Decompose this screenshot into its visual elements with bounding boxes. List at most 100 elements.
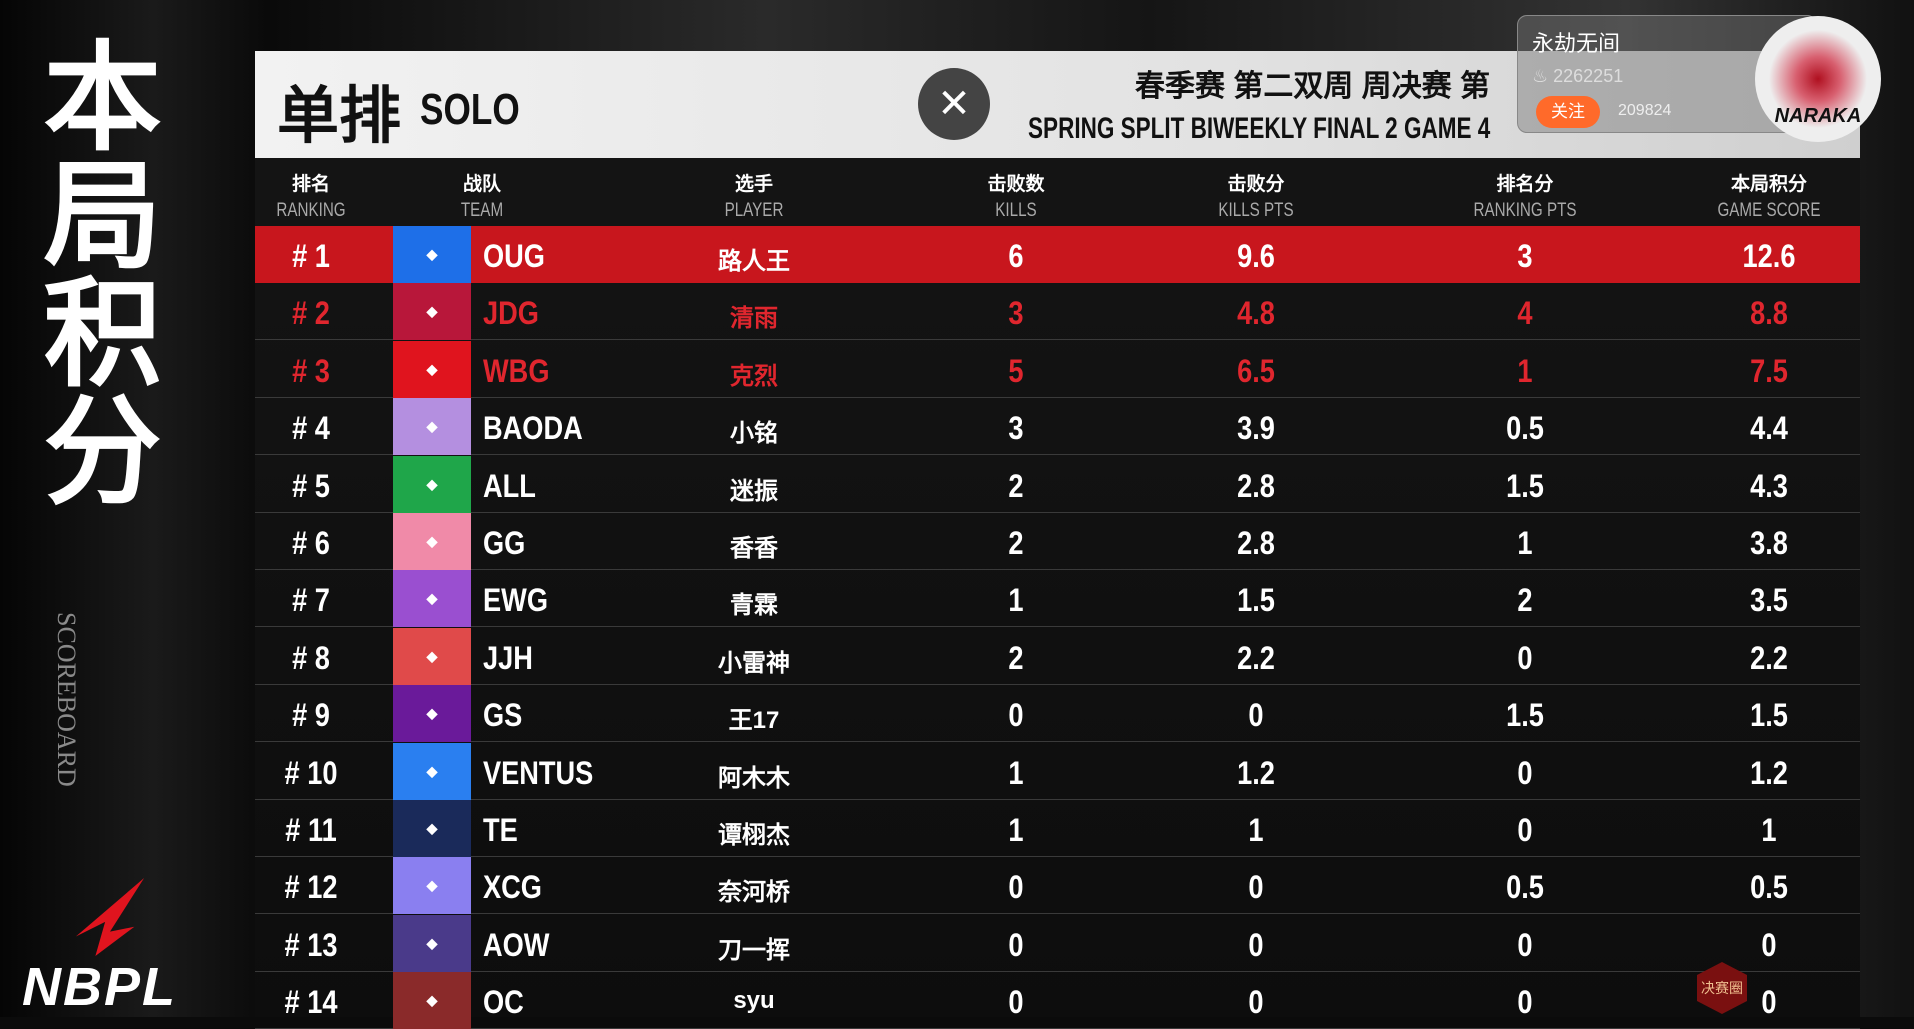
kills: 2	[1008, 525, 1024, 561]
sidebar-subtitle: SCOREBOARD	[52, 612, 81, 787]
player-name: 刀一挥	[718, 936, 790, 964]
column-headers: 排名 RANKING 战队 TEAM 选手 PLAYER 击败数 KILLS 击败分 KILLS …	[255, 169, 1860, 226]
kills: 3	[1008, 295, 1024, 332]
team-name: VENTUS	[483, 754, 594, 791]
table-row[interactable]: # 14 ◆ OC syu 0 0 0 0	[255, 972, 1860, 1029]
column-label-en: RANKING PTS	[1473, 200, 1577, 221]
team-logo-icon: ◆	[393, 627, 471, 685]
final-circle-badge[interactable]: 决赛圈	[1697, 962, 1747, 1014]
team-name: OUG	[483, 238, 545, 274]
column-label-en: KILLS	[995, 200, 1037, 221]
kills: 1	[1008, 754, 1024, 791]
kills: 6	[1008, 238, 1024, 274]
close-icon: ✕	[937, 82, 971, 126]
kills-pts: 2.2	[1237, 639, 1275, 676]
page-title-en: SOLO	[420, 85, 520, 134]
team-logo-icon: ◆	[393, 570, 471, 628]
team-name: BAODA	[483, 410, 583, 447]
table-row[interactable]: # 1 ◆ OUG 路人王 6 9.6 3 12.6	[255, 226, 1860, 283]
team-logo-icon: ◆	[393, 685, 471, 743]
column-header: 排名 RANKING	[268, 169, 355, 222]
ranking-pts: 0	[1517, 639, 1533, 676]
avatar[interactable]: NARAKA	[1755, 16, 1881, 142]
kills: 2	[1008, 639, 1024, 676]
team-name: JJH	[483, 639, 533, 676]
rank: # 14	[284, 984, 338, 1021]
ranking-pts: 0	[1517, 984, 1533, 1021]
table-row[interactable]: # 11 ◆ TE 谭栩杰 1 1 0 1	[255, 800, 1860, 857]
sidebar-title: 本局积分	[43, 33, 162, 519]
kills: 0	[1008, 697, 1024, 734]
team-name: OC	[483, 984, 524, 1021]
ranking-pts: 1	[1517, 525, 1533, 561]
table-row[interactable]: # 13 ◆ AOW 刀一挥 0 0 0 0	[255, 914, 1860, 972]
ranking-pts: 4	[1517, 295, 1533, 332]
game-score: 0.5	[1750, 869, 1788, 906]
column-label-en: GAME SCORE	[1717, 200, 1821, 221]
table-row[interactable]: # 12 ◆ XCG 奈河桥 0 0 0.5 0.5	[255, 857, 1860, 915]
column-label: 选手	[734, 174, 774, 195]
player-name: 小铭	[730, 420, 778, 448]
kills-pts: 3.9	[1237, 410, 1275, 447]
player-name: 清雨	[730, 305, 778, 333]
match-title-en: SPRING SPLIT BIWEEKLY FINAL 2 GAME 4	[1027, 112, 1490, 145]
ranking-pts: 1.5	[1506, 467, 1544, 504]
ranking-pts: 0.5	[1506, 869, 1544, 906]
column-label: 本局积分	[1730, 174, 1807, 195]
team-logo-icon: ◆	[393, 972, 471, 1029]
team-logo-icon: ◆	[393, 800, 471, 857]
brand-logo: NBPL	[22, 957, 177, 1017]
column-header: 排名分 RANKING PTS	[1461, 169, 1590, 222]
rank: # 2	[292, 295, 330, 332]
team-logo-icon: ◆	[393, 742, 471, 800]
kills: 3	[1008, 410, 1024, 447]
team-logo-icon: ◆	[393, 398, 471, 456]
table-row[interactable]: # 7 ◆ EWG 青霖 1 1.5 2 3.5	[255, 570, 1860, 628]
team-name: JDG	[483, 295, 539, 332]
team-logo-icon: ◆	[393, 513, 471, 570]
close-button[interactable]: ✕	[918, 68, 990, 140]
table-row[interactable]: # 3 ◆ WBG 克烈 5 6.5 1 7.5	[255, 340, 1860, 398]
game-score: 0	[1761, 926, 1777, 963]
game-score: 3.5	[1750, 582, 1788, 619]
table-row[interactable]: # 2 ◆ JDG 清雨 3 4.8 4 8.8	[255, 283, 1860, 341]
table-row[interactable]: # 9 ◆ GS 王17 0 0 1.5 1.5	[255, 685, 1860, 743]
game-score: 12.6	[1742, 238, 1796, 274]
kills-pts: 1.2	[1237, 754, 1275, 791]
table-row[interactable]: # 10 ◆ VENTUS 阿木木 1 1.2 0 1.2	[255, 742, 1860, 800]
page-title: 单排	[277, 82, 402, 151]
table-row[interactable]: # 5 ◆ ALL 迷振 2 2.8 1.5 4.3	[255, 455, 1860, 513]
kills: 0	[1008, 984, 1024, 1021]
ranking-pts: 0	[1517, 926, 1533, 963]
rank: # 3	[292, 352, 330, 389]
column-label-en: TEAM	[460, 200, 504, 221]
match-title: 春季赛 第二双周 周决赛 第	[1134, 70, 1490, 103]
ranking-pts: 0	[1517, 812, 1533, 848]
table-row[interactable]: # 4 ◆ BAODA 小铭 3 3.9 0.5 4.4	[255, 398, 1860, 456]
table-row[interactable]: # 6 ◆ GG 香香 2 2.8 1 3.8	[255, 513, 1860, 570]
team-name: TE	[483, 812, 518, 848]
table-row[interactable]: # 8 ◆ JJH 小雷神 2 2.2 0 2.2	[255, 627, 1860, 685]
ranking-pts: 2	[1517, 582, 1533, 619]
player-name: 克烈	[730, 362, 778, 390]
channel-name: 永劫无间	[1532, 31, 1621, 56]
game-score: 1.5	[1750, 697, 1788, 734]
game-score: 1	[1761, 812, 1777, 848]
column-label: 击败分	[1227, 174, 1285, 195]
ranking-pts: 1.5	[1506, 697, 1544, 734]
game-score: 7.5	[1750, 352, 1788, 389]
kills-pts: 0	[1248, 697, 1264, 734]
rank: # 9	[292, 697, 330, 734]
column-label: 排名分	[1496, 174, 1554, 195]
ranking-pts: 0	[1517, 754, 1533, 791]
ranking-pts: 1	[1517, 352, 1533, 389]
kills-pts: 6.5	[1237, 352, 1275, 389]
player-name: 香香	[730, 535, 778, 562]
rank: # 6	[292, 525, 330, 561]
kills: 2	[1008, 467, 1024, 504]
player-name: 路人王	[718, 248, 790, 275]
team-name: EWG	[483, 582, 548, 619]
follow-button[interactable]: 关注	[1536, 96, 1600, 128]
rank: # 12	[284, 869, 338, 906]
column-label-en: KILLS PTS	[1218, 200, 1294, 221]
